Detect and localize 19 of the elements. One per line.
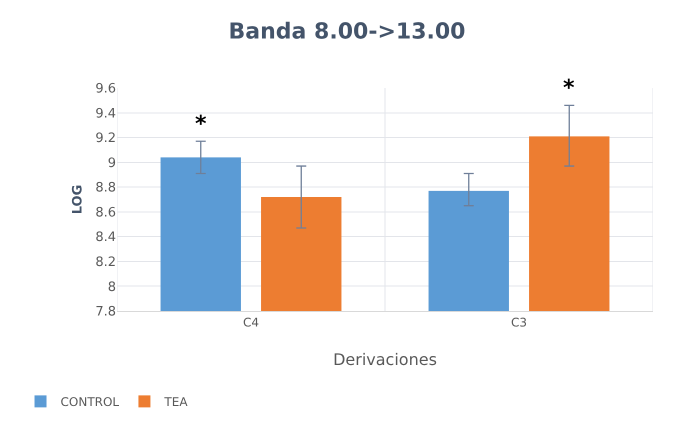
chart-title: Banda 8.00->13.00 xyxy=(228,20,466,44)
y-tick-label: 8.2 xyxy=(95,254,116,270)
y-tick-label: 7.8 xyxy=(95,304,116,320)
legend-label: TEA xyxy=(163,395,188,409)
legend-label: CONTROL xyxy=(60,395,120,409)
y-tick-label: 8.6 xyxy=(95,205,116,220)
y-tick-label: 9.2 xyxy=(95,131,116,146)
y-tick-label: 9 xyxy=(108,156,116,171)
y-tick-label: 9.4 xyxy=(95,106,116,122)
annotation: * xyxy=(563,76,575,101)
x-axis-title: Derivaciones xyxy=(333,350,437,370)
x-tick-label: C3 xyxy=(510,315,528,330)
y-tick-label: 8.8 xyxy=(95,180,116,196)
annotation: * xyxy=(195,112,207,137)
y-axis-title: LOG xyxy=(70,184,86,214)
y-tick-label: 9.6 xyxy=(95,82,116,97)
x-tick-label: C4 xyxy=(242,315,260,330)
y-tick-label: 8.4 xyxy=(95,230,116,246)
y-tick-label: 8 xyxy=(108,280,116,295)
